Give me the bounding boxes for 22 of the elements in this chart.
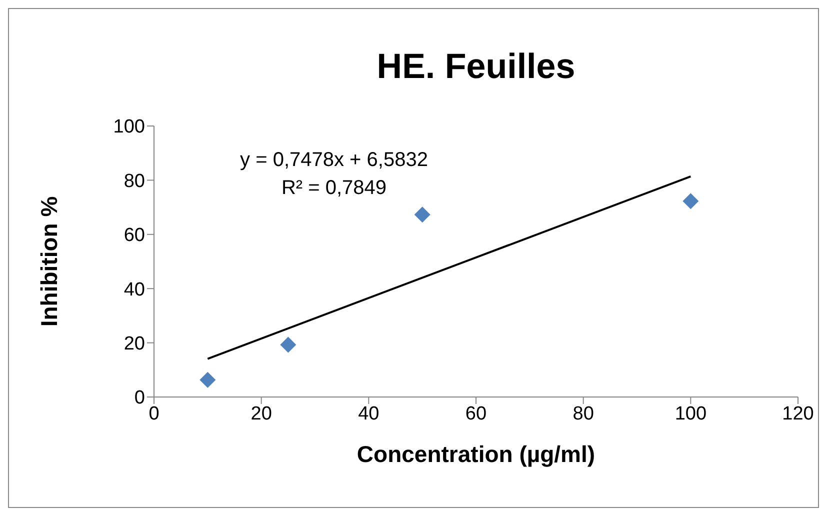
- x-tick-label: 80: [572, 403, 594, 424]
- y-tick-label: 60: [124, 225, 145, 246]
- annotation: R² = 0,7849: [280, 177, 388, 200]
- annotation: y = 0,7478x + 6,5832: [239, 149, 429, 172]
- x-tick-label: 120: [782, 403, 814, 424]
- y-axis-title: Inhibition %: [36, 196, 62, 327]
- point: [200, 372, 216, 388]
- y-tick-label: 0: [134, 388, 145, 409]
- y-tick-label: 80: [124, 170, 145, 192]
- x-tick-label: 40: [358, 403, 380, 424]
- x-tick-label: 20: [250, 403, 272, 424]
- x-tick-label: 60: [465, 403, 487, 424]
- point: [682, 193, 699, 210]
- y-tick-label: 40: [124, 279, 145, 300]
- chart-title: HE. Feuilles: [376, 47, 576, 87]
- x-tick-label: 100: [674, 403, 707, 424]
- x-axis-title: Concentration (µg/ml): [356, 441, 596, 467]
- y-tick-label: 100: [113, 116, 145, 138]
- point: [414, 206, 430, 223]
- x-tick-label: 0: [148, 403, 160, 424]
- point: [280, 336, 296, 353]
- y-tick-label: 20: [124, 334, 145, 355]
